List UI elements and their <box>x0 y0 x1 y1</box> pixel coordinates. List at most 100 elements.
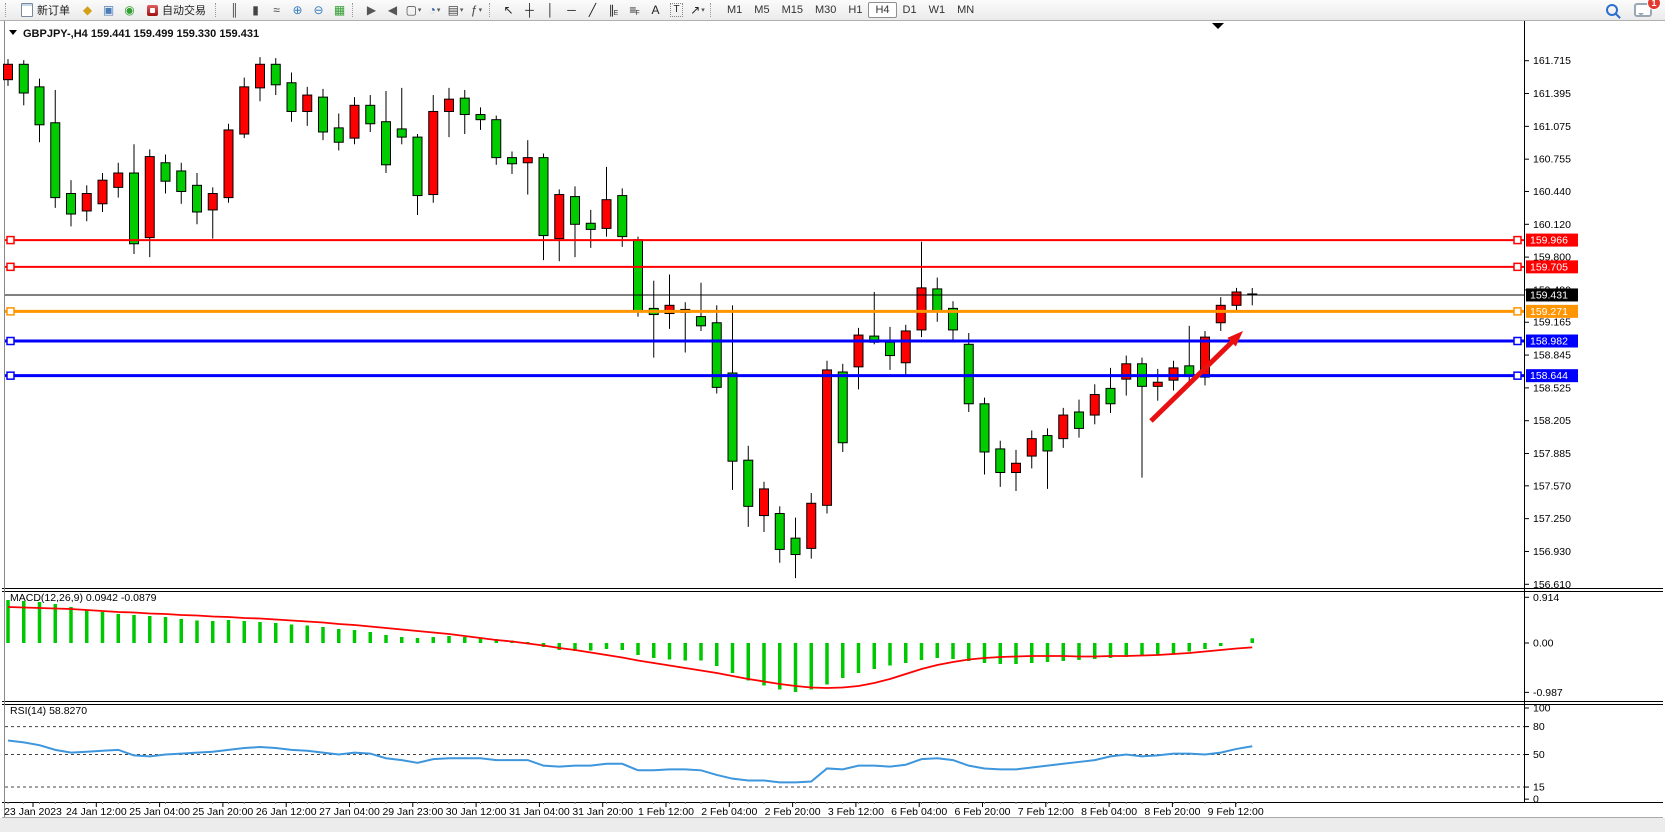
arrows-button[interactable]: ↗ ▾ <box>690 2 705 17</box>
tf-button-D1[interactable]: D1 <box>902 4 917 16</box>
svg-text:80: 80 <box>1533 721 1545 733</box>
svg-text:27 Jan 04:00: 27 Jan 04:00 <box>319 806 380 818</box>
svg-text:GBPJPY-,H4 159.441 159.499 15: GBPJPY-,H4 159.441 159.499 159.330 159.4… <box>23 28 259 40</box>
profiles-button[interactable]: ◔ ▾ <box>428 2 441 17</box>
svg-text:159.165: 159.165 <box>1533 317 1571 329</box>
equidistant-channel-icon[interactable]: ∥ E <box>608 2 619 17</box>
candle <box>806 493 817 559</box>
candle <box>759 481 769 532</box>
svg-text:50: 50 <box>1533 749 1545 761</box>
candle <box>160 154 171 194</box>
svg-text:31 Jan 04:00: 31 Jan 04:00 <box>509 806 570 818</box>
hline-159.271[interactable] <box>5 307 1524 316</box>
tf-button-M5[interactable]: M5 <box>754 4 770 16</box>
candle <box>50 89 61 208</box>
templates-button[interactable]: ▤ ▾ <box>447 2 464 17</box>
candle <box>1089 384 1100 425</box>
tf-button-M15[interactable]: M15 <box>781 4 803 16</box>
svg-text:158.205: 158.205 <box>1533 415 1571 427</box>
bar-chart-icon[interactable]: ║ <box>230 2 239 17</box>
svg-text:0.914: 0.914 <box>1533 592 1559 604</box>
tf-button-M1[interactable]: M1 <box>727 4 743 16</box>
tf-button-H1[interactable]: H1 <box>848 4 863 16</box>
hline-158.982[interactable] <box>5 336 1524 346</box>
candle <box>696 282 706 331</box>
hline-159.705[interactable] <box>5 262 1524 272</box>
trendline-icon[interactable]: ╱ <box>588 2 597 17</box>
svg-text:156.610: 156.610 <box>1533 579 1571 591</box>
svg-text:31 Jan 20:00: 31 Jan 20:00 <box>572 806 633 818</box>
candle <box>507 151 517 175</box>
hline-159.966[interactable] <box>5 235 1524 245</box>
tile-windows-icon[interactable]: ▦ <box>333 2 346 17</box>
tf-button-MN[interactable]: MN <box>957 4 975 16</box>
svg-text:100: 100 <box>1533 703 1551 715</box>
candle <box>853 327 864 390</box>
new-chart-button[interactable]: ▢ ▾ <box>405 2 422 17</box>
vertical-line-icon[interactable]: │ <box>546 2 555 17</box>
svg-text:3 Feb 12:00: 3 Feb 12:00 <box>828 806 884 818</box>
candle <box>743 445 754 527</box>
tf-button-M30[interactable]: M30 <box>814 4 837 16</box>
hline-158.644[interactable] <box>5 371 1524 380</box>
svg-text:1 Feb 12:00: 1 Feb 12:00 <box>638 806 694 818</box>
new-order-button-label: 新订单 <box>37 5 70 17</box>
candlestick-chart-icon[interactable]: ▮ <box>252 2 259 17</box>
chart-shift-marker[interactable] <box>1212 23 1224 29</box>
search-icon[interactable] <box>1602 2 1621 18</box>
candle <box>129 144 139 255</box>
market-watch-icon[interactable]: ◆ <box>82 2 93 17</box>
navigator-icon[interactable]: ◉ <box>124 2 135 17</box>
zoom-in-icon[interactable]: ⊕ <box>292 2 303 17</box>
symbol-dropdown-icon[interactable] <box>9 30 17 35</box>
indicators-button[interactable]: ƒ ▾ <box>470 2 483 17</box>
zoom-out-icon[interactable]: ⊖ <box>313 2 324 17</box>
price-badge-159.705: 159.705 <box>1526 260 1578 274</box>
line-handle[interactable] <box>6 307 15 316</box>
fibonacci-icon[interactable]: ≡ F <box>629 2 640 17</box>
new-order-button[interactable]: 新订单 <box>15 2 76 18</box>
candle <box>979 397 990 475</box>
tf-button-H4[interactable]: H4 <box>868 2 897 18</box>
crosshair-icon[interactable]: ┼ <box>525 2 534 17</box>
svg-text:157.570: 157.570 <box>1533 480 1571 492</box>
auto-trading-button[interactable]: 自动交易 <box>141 2 212 18</box>
line-handle[interactable] <box>6 336 15 346</box>
line-handle[interactable] <box>1513 371 1522 380</box>
line-handle[interactable] <box>1513 336 1522 346</box>
candle <box>444 87 454 138</box>
chat-icon[interactable]: 1 <box>1633 0 1661 18</box>
svg-text:158.982: 158.982 <box>1530 336 1568 348</box>
tf-button-W1[interactable]: W1 <box>928 4 946 16</box>
line-handle[interactable] <box>6 371 15 380</box>
candle <box>333 113 344 151</box>
data-window-icon[interactable]: ▣ <box>102 2 115 17</box>
line-handle[interactable] <box>1513 235 1522 245</box>
svg-text:160.120: 160.120 <box>1533 219 1571 231</box>
line-handle[interactable] <box>1513 307 1522 316</box>
horizontal-line-icon[interactable]: ─ <box>567 2 576 17</box>
candle <box>711 305 722 394</box>
text-label-icon[interactable]: T <box>667 2 686 18</box>
line-handle[interactable] <box>6 262 15 272</box>
line-handle[interactable] <box>6 235 15 245</box>
candle <box>34 78 45 143</box>
line-handle[interactable] <box>1513 262 1522 272</box>
chart-shift-icon[interactable]: ◀ <box>387 2 398 17</box>
candle <box>633 236 643 317</box>
svg-text:9 Feb 12:00: 9 Feb 12:00 <box>1208 806 1264 818</box>
toolbar-right: 1 <box>1601 0 1661 18</box>
line-chart-icon[interactable]: ≈ <box>273 2 280 17</box>
trend-arrow-object[interactable] <box>1149 331 1243 423</box>
candle <box>1074 399 1084 438</box>
candle <box>554 189 565 262</box>
auto-scroll-icon[interactable]: ▶ <box>366 2 377 17</box>
text-icon[interactable]: A <box>651 2 660 17</box>
candle <box>538 153 549 261</box>
toolbar-grip <box>5 3 10 17</box>
cursor-icon[interactable]: ↖ <box>503 2 514 17</box>
toolbar-grip <box>215 3 220 17</box>
svg-text:161.395: 161.395 <box>1533 88 1571 100</box>
toolbar-grip <box>710 3 715 17</box>
